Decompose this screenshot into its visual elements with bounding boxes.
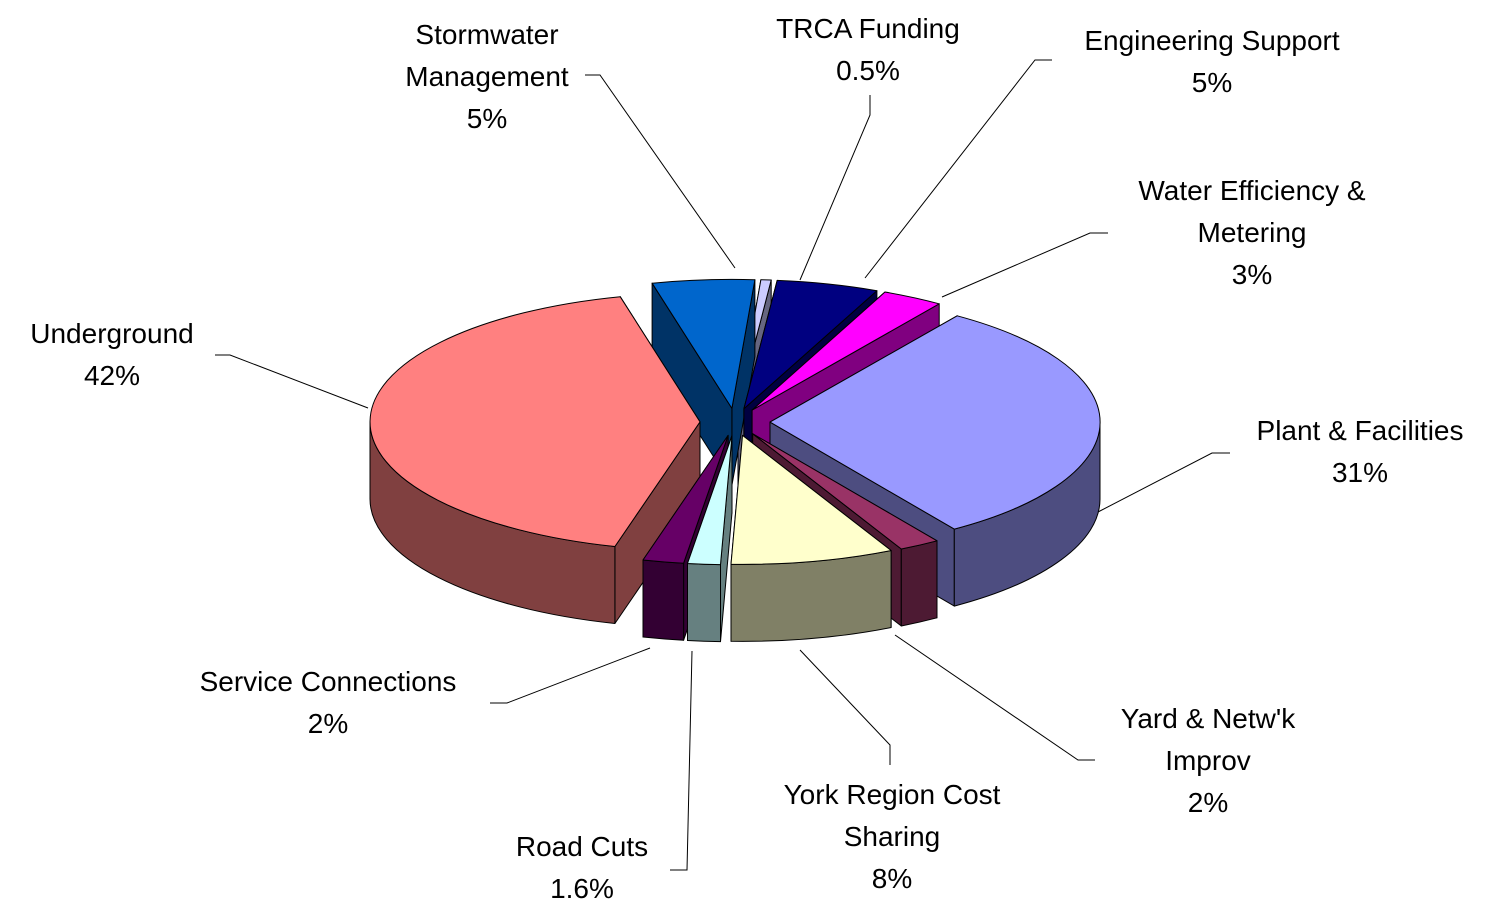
category-label: Stormwater Management [405, 19, 569, 92]
leader-line [864, 59, 1052, 279]
category-label: Road Cuts [515, 831, 649, 862]
leader-line [799, 95, 871, 281]
category-label: Underground [30, 318, 194, 349]
category-label: Service Connections [199, 666, 457, 697]
slice-wall [900, 540, 938, 627]
leader-line [1097, 452, 1230, 513]
leader-line [490, 647, 651, 704]
value-label: 2% [1187, 787, 1229, 818]
slice-wall [642, 559, 685, 641]
data-label: Road Cuts 1.6% [482, 826, 682, 905]
category-label: Water Efficiency & Metering [1138, 175, 1366, 248]
leader-line [799, 649, 891, 765]
category-label: Plant & Facilities [1256, 415, 1464, 446]
slice-wall [687, 563, 721, 643]
slice-top [369, 296, 701, 547]
leader-line [894, 634, 1095, 761]
slice-top [743, 279, 878, 410]
value-label: 3% [1231, 259, 1273, 290]
leader-line [670, 650, 693, 871]
data-label: TRCA Funding 0.5% [738, 8, 998, 92]
value-label: 8% [871, 863, 913, 894]
data-label: Plant & Facilities 31% [1220, 410, 1495, 494]
leader-line [941, 232, 1108, 298]
slice [730, 434, 892, 642]
slice-top [642, 434, 729, 564]
value-label: 5% [466, 103, 508, 134]
slice-top [751, 291, 940, 411]
slice [687, 435, 733, 643]
value-label: 2% [307, 708, 349, 739]
slice [369, 296, 701, 624]
category-label: Yard & Netw'k Improv [1120, 703, 1296, 776]
slice-top [651, 278, 756, 409]
slice-top [687, 435, 733, 566]
value-label: 5% [1191, 67, 1233, 98]
data-label: Engineering Support 5% [1042, 20, 1382, 104]
category-label: TRCA Funding [776, 13, 960, 44]
data-label: Stormwater Management 5% [382, 14, 592, 140]
data-label: York Region Cost Sharing 8% [742, 774, 1042, 900]
slice [651, 278, 756, 486]
slice-top [752, 433, 938, 550]
category-label: Engineering Support [1084, 25, 1340, 56]
leader-line [585, 74, 736, 269]
data-label: Service Connections 2% [158, 661, 498, 745]
slice-top [730, 434, 892, 565]
value-label: 1.6% [550, 873, 614, 904]
value-label: 0.5% [836, 55, 900, 86]
data-label: Underground 42% [2, 313, 222, 397]
category-label: York Region Cost Sharing [783, 779, 1001, 852]
data-label: Yard & Netw'k Improv 2% [1088, 698, 1328, 824]
value-label: 42% [83, 360, 141, 391]
value-label: 31% [1331, 457, 1389, 488]
slice-top [769, 315, 1101, 530]
leader-line [215, 354, 369, 409]
data-label: Water Efficiency & Metering 3% [1102, 170, 1402, 296]
